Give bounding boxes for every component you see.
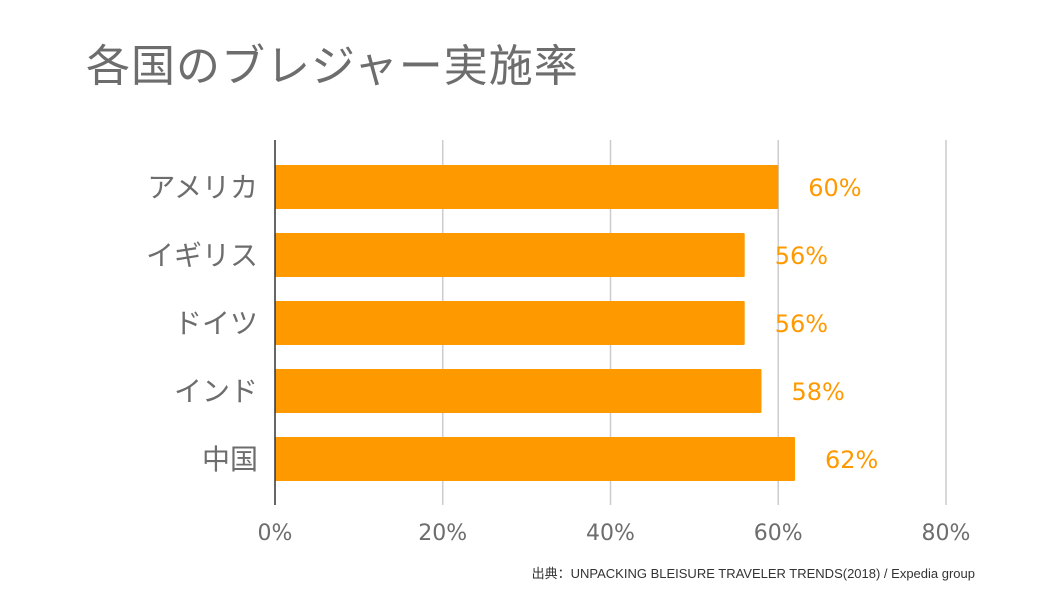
value-label: 62% [825,446,878,474]
x-tick-label: 20% [418,521,467,546]
chart-title: 各国のブレジャー実施率 [86,41,579,92]
value-label: 58% [791,378,844,406]
category-label: 中国 [202,443,258,476]
category-label: イギリス [146,239,258,272]
category-label: インド [174,375,258,408]
x-tick-label: 60% [754,521,803,546]
x-tick-label: 0% [258,521,293,546]
source-note: 出典：UNPACKING BLEISURE TRAVELER TRENDS(20… [531,566,975,581]
x-tick-label: 40% [586,521,635,546]
x-tick-label: 80% [922,521,971,546]
category-label: ドイツ [174,307,258,340]
value-label: 56% [775,310,828,338]
bar [275,437,796,481]
bar [275,369,762,413]
bar [275,301,745,345]
labels: 0% 20% 40% 60% 80% アメリカ 60% イギリス 56% ドイツ 56% インド 58%… [146,171,970,546]
value-label: 60% [808,174,861,202]
value-label: 56% [775,242,828,270]
bars [275,165,796,481]
category-label: アメリカ [147,171,258,204]
bar [275,165,779,209]
bar [275,233,745,277]
